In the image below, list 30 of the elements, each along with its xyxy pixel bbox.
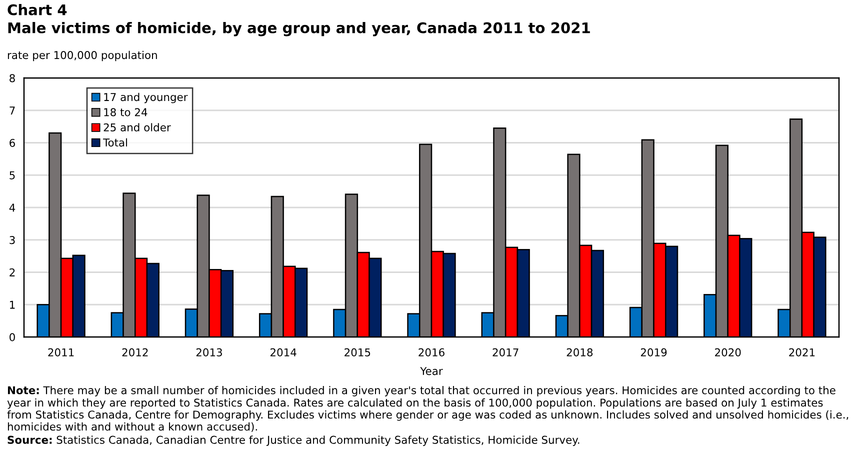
x-tick-label: 2014	[270, 348, 296, 356]
text: Note: There may be a small number of homicides included in a given year's total that occurred in previous years. Homicides are counted according to the year in which they are reported to Statistics Canada. Rates are calculated on the basis of 100,000 population. Populations are based on July 1 estimates from Statistics Canada, Centre for Demography. Excludes victims where gender or age was coded as unknown. Includes solved and unsolved homicides (i.e., homicides with and without a known accused).	[7, 386, 848, 432]
x-tick-label: 2017	[492, 348, 518, 356]
y-tick-label: 6	[10, 138, 15, 147]
legend-label: 25 and older	[104, 123, 171, 132]
legend-label: 18 to 24	[104, 108, 148, 116]
x-tick-label: 2011	[48, 348, 74, 356]
y-tick-label: 0	[10, 333, 15, 342]
legend-label: 17 and younger	[104, 92, 188, 104]
y-tick-label: 7	[10, 106, 15, 114]
x-tick-label: 2019	[640, 348, 667, 356]
x-tick-label: 2015	[344, 348, 370, 356]
x-tick-label: 2020	[715, 348, 741, 356]
x-axis-title: Year	[420, 367, 443, 376]
source-note: Source: Statistics Canada, Canadian Centre for Justice and Community Safety Statistics, Homicide Survey.	[8, 436, 580, 446]
x-tick-label: 2018	[566, 348, 593, 356]
y-tick-label: 1	[10, 300, 15, 309]
chart-subtitle: Male victims of homicide, by age group and year, Canada 2011 to 2021	[8, 22, 590, 36]
y-tick-label: 5	[10, 171, 15, 180]
y-axis-title: rate per 100,000 population	[8, 50, 157, 62]
chart-title: Chart 4	[8, 4, 67, 16]
legend-label: Total	[103, 138, 128, 147]
x-tick-label: 2016	[418, 348, 444, 356]
y-tick-label: 3	[10, 236, 15, 244]
y-tick-label: 2	[10, 268, 15, 276]
x-tick-label: 2012	[122, 348, 148, 356]
y-tick-label: 8	[10, 74, 15, 82]
x-tick-label: 2013	[196, 348, 222, 356]
y-tick-label: 4	[9, 204, 16, 212]
x-tick-label: 2021	[789, 348, 815, 356]
